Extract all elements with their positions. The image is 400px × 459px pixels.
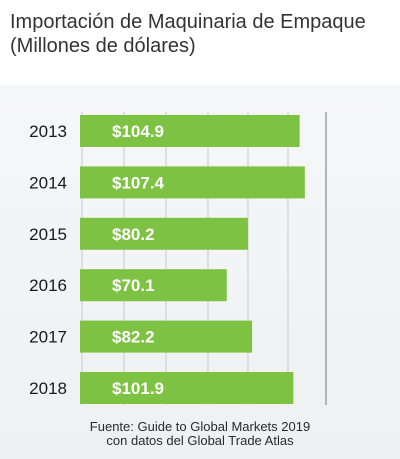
chart-subtitle: (Millones de dólares)	[10, 35, 196, 57]
category-label-2018: 2018	[29, 379, 67, 398]
category-label-2016: 2016	[29, 276, 67, 295]
labels: 2013 $104.9 2014 $107.4 2015 $80.2 2016 $70.1 20…	[29, 122, 164, 398]
source-line-2: con datos del Global Trade Atlas	[106, 433, 294, 448]
chart-title-block: Importación de Maquinaria de Empaque (Mi…	[10, 10, 395, 58]
category-label-2014: 2014	[29, 173, 67, 192]
data-label-2015: $80.2	[112, 225, 155, 244]
bars	[80, 115, 305, 404]
data-label-2017: $82.2	[112, 328, 155, 347]
bar-2017	[80, 320, 253, 353]
source-note: Fuente: Guide to Global Markets 2019 con…	[0, 420, 400, 448]
bar-2013	[80, 115, 300, 147]
bar-2018	[80, 372, 294, 404]
bar-2016	[80, 269, 227, 302]
source-line-1: Fuente: Guide to Global Markets 2019	[89, 419, 311, 434]
category-label-2015: 2015	[29, 225, 67, 244]
chart-title: Importación de Maquinaria de Empaque	[10, 11, 366, 33]
category-label-2017: 2017	[29, 328, 67, 347]
data-label-2018: $101.9	[112, 379, 164, 398]
data-label-2014: $107.4	[112, 173, 165, 192]
grid-lines	[81, 112, 327, 405]
data-label-2016: $70.1	[112, 276, 155, 295]
bar-2014	[80, 166, 305, 199]
category-label-2013: 2013	[29, 122, 67, 141]
data-label-2013: $104.9	[112, 122, 164, 141]
bar-2015	[80, 217, 248, 250]
